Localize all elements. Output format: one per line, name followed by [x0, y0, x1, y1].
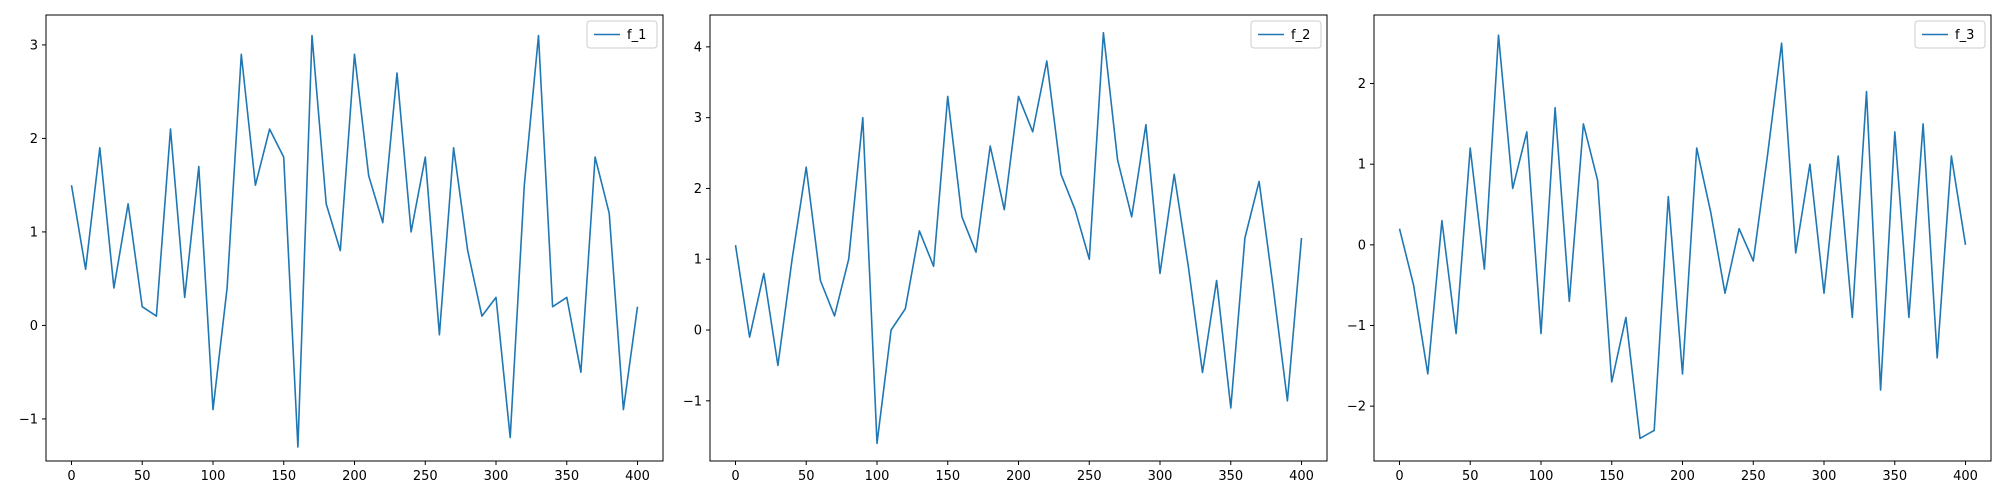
x-tick-label: 300 — [1148, 469, 1173, 484]
x-tick-label: 400 — [625, 469, 650, 484]
x-tick-label: 350 — [554, 469, 579, 484]
legend: f_2 — [1250, 20, 1322, 49]
x-tick-label: 250 — [1741, 469, 1766, 484]
x-tick-label: 350 — [1218, 469, 1243, 484]
y-tick-label: 1 — [30, 225, 38, 240]
x-tick-label: 50 — [134, 469, 151, 484]
series-line-f_2 — [734, 31, 1303, 445]
y-tick-label: 2 — [30, 132, 38, 147]
x-tick-label: 100 — [201, 469, 226, 484]
axes-frame — [45, 14, 664, 462]
series-line-f_3 — [1398, 34, 1967, 440]
y-tick-label: −1 — [1347, 319, 1366, 334]
axes-frame — [1373, 14, 1992, 462]
chart-panel-3: 0 50 100 150 200 250 300 350 400 −2 −1 0 1 2 f_3 — [1347, 14, 1992, 484]
legend-label: f_2 — [1291, 28, 1310, 43]
x-tick-label: 400 — [1953, 469, 1978, 484]
legend-box — [1914, 20, 1986, 49]
series-line-f_1 — [70, 34, 639, 448]
axes-frame — [709, 14, 1328, 462]
x-tick-label: 50 — [1462, 469, 1479, 484]
legend-box — [586, 20, 658, 49]
x-tick-label: 200 — [342, 469, 367, 484]
x-tick-label: 150 — [935, 469, 960, 484]
x-tick-label: 300 — [1812, 469, 1837, 484]
y-tick-label: 2 — [1358, 77, 1366, 92]
x-tick-label: 200 — [1006, 469, 1031, 484]
x-tick-label: 250 — [413, 469, 438, 484]
chart-panel-2: 0 50 100 150 200 250 300 350 400 −1 0 1 2 3 4 f_2 — [683, 14, 1328, 484]
x-tick-label: 250 — [1077, 469, 1102, 484]
legend: f_1 — [586, 20, 658, 49]
y-tick-label: 2 — [694, 182, 702, 197]
y-tick-label: −2 — [1347, 400, 1366, 415]
x-tick-label: 0 — [67, 469, 75, 484]
legend-box — [1250, 20, 1322, 49]
x-tick-label: 100 — [1529, 469, 1554, 484]
chart-panel-1: 0 50 100 150 200 250 300 350 400 −1 0 1 2 3 f_1 — [19, 14, 664, 484]
legend-label: f_3 — [1955, 28, 1974, 43]
y-tick-label: −1 — [683, 394, 702, 409]
y-tick-label: −1 — [19, 412, 38, 427]
y-tick-label: 0 — [30, 319, 38, 334]
y-tick-label: 0 — [694, 324, 702, 339]
x-tick-label: 50 — [798, 469, 815, 484]
y-tick-label: 1 — [694, 253, 702, 268]
x-tick-label: 350 — [1882, 469, 1907, 484]
y-tick-label: 3 — [30, 38, 38, 53]
y-tick-label: 0 — [1358, 238, 1366, 253]
x-tick-label: 150 — [271, 469, 296, 484]
y-tick-label: 4 — [694, 40, 702, 55]
x-tick-label: 400 — [1289, 469, 1314, 484]
x-tick-label: 150 — [1599, 469, 1624, 484]
legend: f_3 — [1914, 20, 1986, 49]
x-tick-label: 0 — [1395, 469, 1403, 484]
y-tick-label: 3 — [694, 111, 702, 126]
x-tick-label: 100 — [865, 469, 890, 484]
x-tick-label: 300 — [484, 469, 509, 484]
x-tick-label: 200 — [1670, 469, 1695, 484]
legend-label: f_1 — [627, 28, 646, 43]
x-tick-label: 0 — [731, 469, 739, 484]
y-tick-label: 1 — [1358, 158, 1366, 173]
